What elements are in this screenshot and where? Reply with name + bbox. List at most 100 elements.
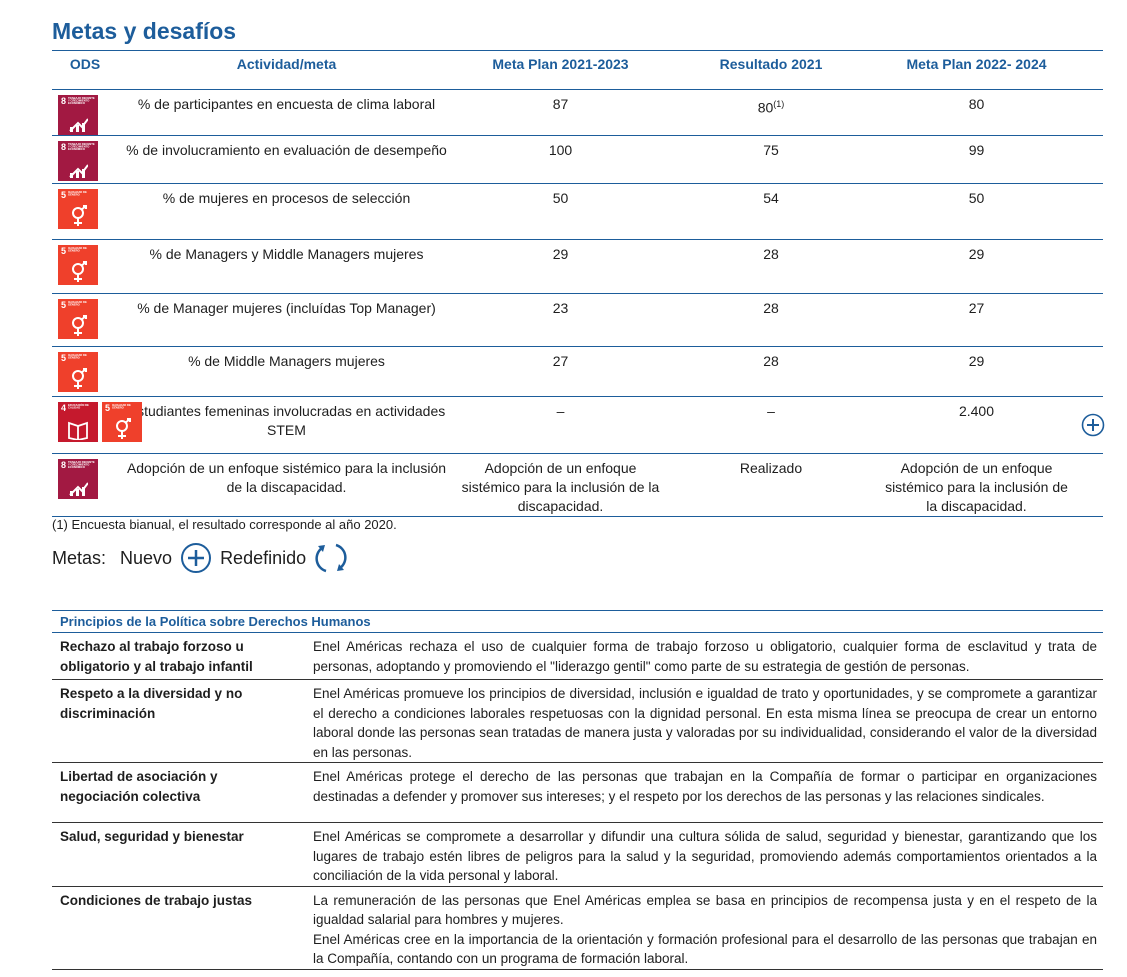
plan-2021-2023: 23 [455, 293, 666, 347]
ods-icons: 8 TRABAJO DECENTE Y CRECIMIENTO ECONÓMICO [58, 459, 114, 499]
result-value: Realizado [739, 460, 803, 476]
status-cell [1077, 453, 1103, 517]
description-paragraph: Enel Américas cree en la importancia de … [313, 931, 1097, 967]
principle-row: Condiciones de trabajo justas La remunera… [52, 886, 1103, 970]
principles-header: Principios de la Política sobre Derechos… [52, 610, 1103, 633]
goal-row: 8 TRABAJO DECENTE Y CRECIMIENTO ECONÓMICO… [52, 89, 1103, 136]
result-value: 75 [763, 142, 779, 158]
activity: % de participantes en encuesta de clima … [118, 89, 455, 136]
activity: % de Manager mujeres (incluídas Top Mana… [118, 293, 455, 347]
sdg-glyph [69, 164, 88, 178]
result-2021: 28 [666, 293, 876, 347]
result-value: 28 [763, 353, 779, 369]
sdg-number: 8 [61, 142, 67, 152]
sdg-number: 8 [61, 96, 67, 106]
description-paragraph: Enel Américas promueve los principios de… [313, 686, 1097, 760]
principles-table: Principios de la Política sobre Derechos… [52, 610, 1103, 970]
principle-description: Enel Américas se compromete a desarrolla… [305, 822, 1103, 887]
legend-label: Metas: [52, 547, 107, 568]
ods-icons: 8 TRABAJO DECENTE Y CRECIMIENTO ECONÓMICO [58, 95, 114, 135]
activity: % de mujeres en procesos de selección [118, 183, 455, 240]
result-2021: 54 [666, 183, 876, 240]
result-2021: 28 [666, 346, 876, 397]
status-cell [1077, 89, 1103, 136]
status-cell [1077, 239, 1103, 294]
sdg-number: 5 [61, 353, 67, 363]
sdg-label: IGUALDAD DE GÉNERO [112, 404, 131, 410]
plan-2021-2023: Adopción de un enfoque sistémico para la… [455, 453, 666, 517]
plan-2022-2024: 99 [876, 135, 1077, 184]
sdg-label: IGUALDAD DE GÉNERO [68, 354, 87, 360]
activity: % de Middle Managers mujeres [118, 346, 455, 397]
footnote: (1) Encuesta bianual, el resultado corre… [52, 517, 397, 532]
goal-row: 5 IGUALDAD DE GÉNERO % de mujeres en proce… [52, 183, 1103, 240]
plan-2021-2023: 27 [455, 346, 666, 397]
legend-redefined: Redefinido [220, 547, 307, 568]
sdg-number: 5 [61, 300, 67, 310]
principle-name: Libertad de asociación y negociación col… [52, 762, 305, 823]
sdg-icon: 5 IGUALDAD DE GÉNERO [58, 189, 98, 229]
sdg-glyph [69, 482, 88, 496]
sdg-icon: 5 IGUALDAD DE GÉNERO [102, 402, 142, 442]
sdg-icon: 5 IGUALDAD DE GÉNERO [58, 352, 98, 392]
result-2021: – [666, 396, 876, 454]
activity: % de involucramiento en evaluación de de… [118, 135, 455, 184]
sdg-number: 4 [61, 403, 67, 413]
sdg-label: IGUALDAD DE GÉNERO [68, 247, 87, 253]
ods-cell: 5 IGUALDAD DE GÉNERO [52, 183, 118, 240]
ods-icons: 5 IGUALDAD DE GÉNERO [58, 189, 114, 229]
sdg-label: EDUCACIÓN DE CALIDAD [68, 404, 89, 410]
principle-row: Rechazo al trabajo forzoso u obligatorio… [52, 632, 1103, 680]
sdg-icon: 8 TRABAJO DECENTE Y CRECIMIENTO ECONÓMICO [58, 95, 98, 135]
plan-2022-2024: Adopción de un enfoque sistémico para la… [876, 453, 1077, 517]
plan-2022-2024: 29 [876, 346, 1077, 397]
goal-row: 5 IGUALDAD DE GÉNERO % de Manager mujeres … [52, 293, 1103, 347]
plan-2022-2024: 29 [876, 239, 1077, 294]
result-2021: Realizado [666, 453, 876, 517]
sdg-number: 5 [105, 403, 111, 413]
sdg-icon: 5 IGUALDAD DE GÉNERO [58, 299, 98, 339]
sdg-number: 5 [61, 246, 67, 256]
sdg-glyph [72, 261, 87, 282]
column-header: Actividad/meta [236, 56, 337, 72]
status-cell [1077, 135, 1103, 184]
plan-2022-2024: 2.400 [876, 396, 1077, 454]
principle-description: Enel Américas rechaza el uso de cualquie… [305, 632, 1103, 680]
goal-row: 5 IGUALDAD DE GÉNERO % de Managers y Middl… [52, 239, 1103, 294]
result-2021: 28 [666, 239, 876, 294]
sdg-number: 8 [61, 460, 67, 470]
principle-row: Respeto a la diversidad y no discriminac… [52, 679, 1103, 763]
plan-2021-2023: – [455, 396, 666, 454]
column-header: Meta Plan 2022- 2024 [906, 56, 1047, 72]
sdg-label: IGUALDAD DE GÉNERO [68, 191, 87, 197]
sdg-icon: 4 EDUCACIÓN DE CALIDAD [58, 402, 98, 442]
sdg-glyph [72, 315, 87, 336]
goal-row: 8 TRABAJO DECENTE Y CRECIMIENTO ECONÓMICO… [52, 135, 1103, 184]
goal-row: 5 IGUALDAD DE GÉNERO % de Middle Managers … [52, 346, 1103, 397]
plan-2021-2023: 87 [455, 89, 666, 136]
column-header: Resultado 2021 [719, 56, 823, 72]
sdg-label: IGUALDAD DE GÉNERO [68, 301, 87, 307]
result-2021: 80(1) [666, 89, 876, 136]
plan-2022-2024: 27 [876, 293, 1077, 347]
result-note: (1) [773, 99, 785, 109]
status-cell [1077, 396, 1105, 454]
ods-icons: 8 TRABAJO DECENTE Y CRECIMIENTO ECONÓMICO [58, 141, 114, 181]
description-paragraph: Enel Américas se compromete a desarrolla… [313, 829, 1097, 883]
sdg-icon: 8 TRABAJO DECENTE Y CRECIMIENTO ECONÓMICO [58, 141, 98, 181]
plan-2021-2023: 50 [455, 183, 666, 240]
principle-name: Rechazo al trabajo forzoso u obligatorio… [52, 632, 305, 680]
activity: % de Managers y Middle Managers mujeres [118, 239, 455, 294]
header-row: ODS Actividad/meta Meta Plan 2021-2023 Resu… [52, 51, 1103, 90]
sdg-glyph [116, 418, 131, 439]
sdg-icon: 5 IGUALDAD DE GÉNERO [58, 245, 98, 285]
result-value: 28 [763, 300, 779, 316]
sdg-icon: 8 TRABAJO DECENTE Y CRECIMIENTO ECONÓMICO [58, 459, 98, 499]
legend-new: Nuevo [120, 547, 173, 568]
ods-icons: 5 IGUALDAD DE GÉNERO [58, 299, 114, 339]
activity: Estudiantes femeninas involucradas en ac… [118, 396, 455, 454]
new-icon [1081, 413, 1105, 437]
result-value: – [767, 403, 775, 419]
sdg-label: TRABAJO DECENTE Y CRECIMIENTO ECONÓMICO [68, 97, 95, 106]
